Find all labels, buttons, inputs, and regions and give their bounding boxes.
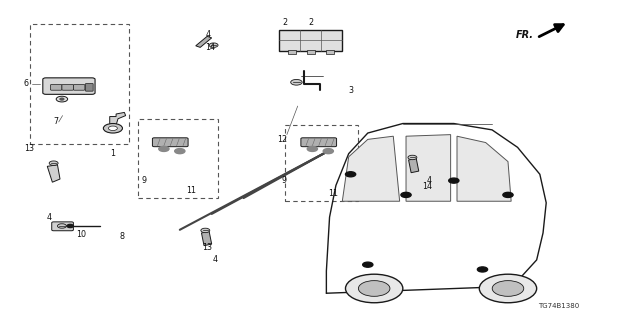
Circle shape	[56, 96, 68, 102]
Circle shape	[323, 148, 333, 154]
Polygon shape	[109, 112, 125, 125]
Circle shape	[479, 274, 537, 303]
FancyBboxPatch shape	[278, 30, 342, 51]
Bar	[138, 119, 218, 198]
Bar	[307, 50, 315, 54]
Text: 12: 12	[276, 135, 287, 144]
FancyBboxPatch shape	[52, 222, 74, 231]
Circle shape	[503, 192, 513, 197]
Bar	[285, 125, 358, 201]
Text: 1: 1	[111, 149, 115, 158]
Text: 8: 8	[119, 232, 124, 241]
Circle shape	[291, 79, 302, 85]
Text: 4: 4	[427, 176, 432, 185]
Circle shape	[307, 146, 317, 151]
Text: 9: 9	[141, 176, 147, 185]
Text: 2: 2	[282, 18, 287, 27]
Circle shape	[201, 228, 210, 233]
Text: 2: 2	[308, 18, 313, 27]
Circle shape	[103, 124, 122, 133]
FancyBboxPatch shape	[43, 78, 95, 94]
Polygon shape	[457, 136, 511, 201]
Circle shape	[408, 155, 417, 160]
Circle shape	[492, 281, 524, 296]
Text: 4: 4	[212, 255, 218, 264]
Bar	[326, 50, 334, 54]
Text: 14: 14	[422, 182, 432, 191]
Text: TG74B1380: TG74B1380	[538, 303, 580, 309]
Text: 6: 6	[23, 79, 28, 88]
FancyBboxPatch shape	[51, 84, 62, 90]
Circle shape	[58, 224, 67, 228]
Circle shape	[449, 178, 459, 183]
Text: 13: 13	[202, 243, 212, 252]
Circle shape	[346, 172, 356, 177]
Text: 11: 11	[328, 189, 339, 198]
Text: 4: 4	[47, 212, 52, 222]
Text: 14: 14	[205, 43, 215, 52]
Circle shape	[108, 126, 117, 131]
Polygon shape	[202, 231, 212, 246]
FancyBboxPatch shape	[86, 84, 93, 91]
Polygon shape	[196, 36, 212, 47]
Polygon shape	[342, 136, 399, 201]
Text: 13: 13	[24, 144, 35, 153]
Circle shape	[67, 224, 74, 228]
Bar	[30, 24, 129, 144]
Polygon shape	[47, 165, 60, 182]
Text: 7: 7	[54, 117, 59, 126]
FancyBboxPatch shape	[62, 84, 74, 90]
Text: 4: 4	[206, 30, 211, 39]
Circle shape	[358, 281, 390, 296]
Text: FR.: FR.	[515, 30, 534, 40]
Circle shape	[401, 192, 411, 197]
Circle shape	[175, 148, 185, 154]
FancyBboxPatch shape	[152, 138, 188, 147]
Text: 11: 11	[186, 186, 196, 195]
Text: 3: 3	[349, 86, 354, 95]
Circle shape	[60, 98, 64, 100]
Circle shape	[49, 161, 58, 165]
Circle shape	[363, 262, 373, 267]
Polygon shape	[406, 135, 451, 201]
Text: 9: 9	[282, 176, 287, 185]
Text: 10: 10	[77, 230, 86, 239]
Circle shape	[477, 267, 488, 272]
FancyBboxPatch shape	[74, 84, 85, 90]
Polygon shape	[408, 158, 419, 173]
FancyBboxPatch shape	[301, 138, 337, 147]
Circle shape	[346, 274, 403, 303]
Circle shape	[159, 146, 169, 151]
Bar	[288, 50, 296, 54]
Circle shape	[209, 43, 218, 47]
